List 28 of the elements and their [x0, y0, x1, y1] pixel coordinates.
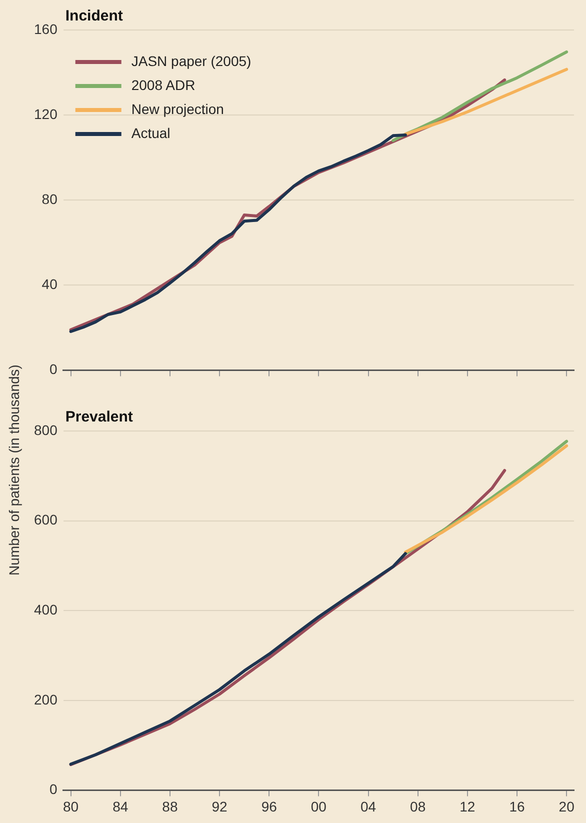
y-tick-label: 0: [50, 361, 58, 378]
legend-label: Actual: [131, 124, 170, 141]
x-tick-label: 16: [509, 798, 525, 814]
legend-label: New projection: [131, 100, 224, 117]
x-tick-label: 20: [558, 798, 575, 814]
y-tick-label: 40: [42, 276, 58, 292]
legend-label: JASN paper (2005): [131, 52, 252, 69]
y-tick-label: 0: [50, 781, 58, 798]
y-tick-label: 200: [34, 691, 58, 708]
y-tick-label: 80: [42, 190, 58, 207]
x-tick-label: 96: [261, 798, 278, 814]
y-axis-title: Number of patients (in thousands): [6, 364, 22, 576]
x-tick-label: 88: [162, 798, 178, 814]
y-tick-label: 120: [34, 106, 58, 122]
legend-label: 2008 ADR: [131, 76, 196, 93]
x-tick-label: 80: [63, 798, 79, 814]
x-tick-label: 84: [112, 798, 128, 814]
y-tick-label: 800: [34, 422, 58, 438]
x-tick-label: 92: [212, 798, 228, 814]
x-tick-label: 08: [410, 798, 426, 814]
x-tick-label: 12: [460, 798, 476, 814]
y-tick-label: 400: [34, 601, 58, 618]
x-tick-label: 00: [310, 798, 327, 814]
y-tick-label: 600: [34, 512, 58, 528]
chart-title: Prevalent: [65, 408, 133, 426]
x-tick-label: 04: [360, 798, 376, 814]
chart-title: Incident: [65, 8, 123, 25]
y-tick-label: 160: [34, 20, 58, 37]
